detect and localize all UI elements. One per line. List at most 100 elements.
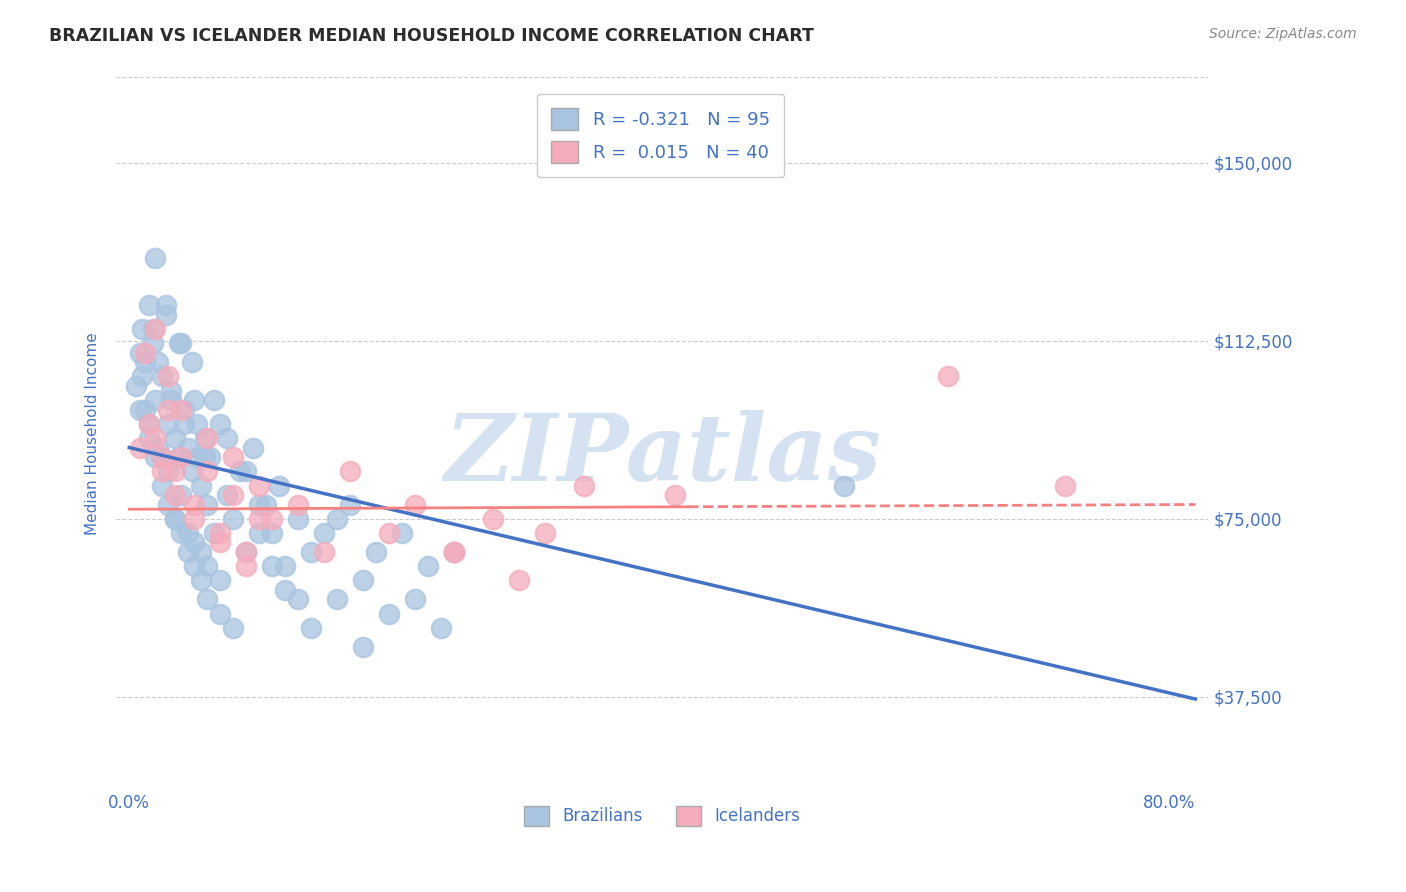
Point	[209, 574, 232, 588]
Point	[177, 545, 200, 559]
Point	[195, 464, 218, 478]
Point	[229, 464, 252, 478]
Point	[247, 478, 270, 492]
Point	[190, 478, 212, 492]
Point	[534, 526, 557, 541]
Point	[186, 417, 208, 431]
Point	[134, 402, 156, 417]
Point	[195, 559, 218, 574]
Point	[262, 559, 284, 574]
Point	[235, 464, 257, 478]
Point	[352, 640, 374, 654]
Point	[430, 621, 453, 635]
Point	[215, 488, 238, 502]
Point	[194, 431, 217, 445]
Point	[125, 379, 148, 393]
Point	[326, 512, 349, 526]
Point	[163, 512, 186, 526]
Point	[222, 450, 245, 464]
Point	[167, 336, 190, 351]
Text: Source: ZipAtlas.com: Source: ZipAtlas.com	[1209, 27, 1357, 41]
Point	[391, 526, 413, 541]
Point	[155, 308, 177, 322]
Point	[247, 526, 270, 541]
Point	[170, 450, 193, 464]
Point	[299, 621, 322, 635]
Point	[209, 535, 232, 549]
Point	[508, 574, 530, 588]
Point	[143, 393, 166, 408]
Point	[404, 592, 426, 607]
Point	[143, 322, 166, 336]
Point	[195, 592, 218, 607]
Point	[177, 441, 200, 455]
Point	[222, 488, 245, 502]
Point	[163, 464, 186, 478]
Point	[235, 545, 257, 559]
Point	[287, 498, 309, 512]
Point	[404, 498, 426, 512]
Point	[299, 545, 322, 559]
Point	[134, 355, 156, 369]
Point	[180, 464, 202, 478]
Point	[352, 574, 374, 588]
Point	[163, 431, 186, 445]
Point	[142, 322, 165, 336]
Point	[936, 369, 959, 384]
Point	[143, 431, 166, 445]
Point	[142, 336, 165, 351]
Point	[254, 498, 277, 512]
Point	[274, 582, 297, 597]
Point	[131, 322, 153, 336]
Y-axis label: Median Household Income: Median Household Income	[86, 332, 100, 534]
Point	[262, 526, 284, 541]
Point	[183, 512, 205, 526]
Point	[267, 478, 290, 492]
Point	[138, 417, 160, 431]
Point	[150, 478, 173, 492]
Point	[235, 559, 257, 574]
Point	[222, 621, 245, 635]
Point	[482, 512, 505, 526]
Point	[157, 498, 180, 512]
Point	[170, 488, 193, 502]
Point	[194, 450, 217, 464]
Point	[134, 345, 156, 359]
Point	[443, 545, 465, 559]
Point	[247, 512, 270, 526]
Point	[143, 251, 166, 265]
Point	[146, 441, 169, 455]
Point	[150, 450, 173, 464]
Point	[339, 464, 361, 478]
Point	[170, 402, 193, 417]
Point	[274, 559, 297, 574]
Point	[155, 298, 177, 312]
Point	[183, 393, 205, 408]
Point	[574, 478, 596, 492]
Point	[170, 336, 193, 351]
Point	[378, 526, 401, 541]
Point	[202, 393, 225, 408]
Point	[163, 512, 186, 526]
Point	[339, 498, 361, 512]
Point	[183, 498, 205, 512]
Point	[173, 402, 195, 417]
Point	[314, 526, 336, 541]
Point	[443, 545, 465, 559]
Point	[150, 464, 173, 478]
Point	[177, 526, 200, 541]
Point	[190, 545, 212, 559]
Point	[138, 298, 160, 312]
Point	[163, 488, 186, 502]
Point	[157, 464, 180, 478]
Point	[664, 488, 686, 502]
Point	[195, 431, 218, 445]
Legend: Brazilians, Icelanders: Brazilians, Icelanders	[516, 797, 808, 834]
Point	[160, 384, 183, 398]
Point	[326, 592, 349, 607]
Text: BRAZILIAN VS ICELANDER MEDIAN HOUSEHOLD INCOME CORRELATION CHART: BRAZILIAN VS ICELANDER MEDIAN HOUSEHOLD …	[49, 27, 814, 45]
Point	[157, 417, 180, 431]
Point	[202, 526, 225, 541]
Point	[443, 545, 465, 559]
Point	[247, 498, 270, 512]
